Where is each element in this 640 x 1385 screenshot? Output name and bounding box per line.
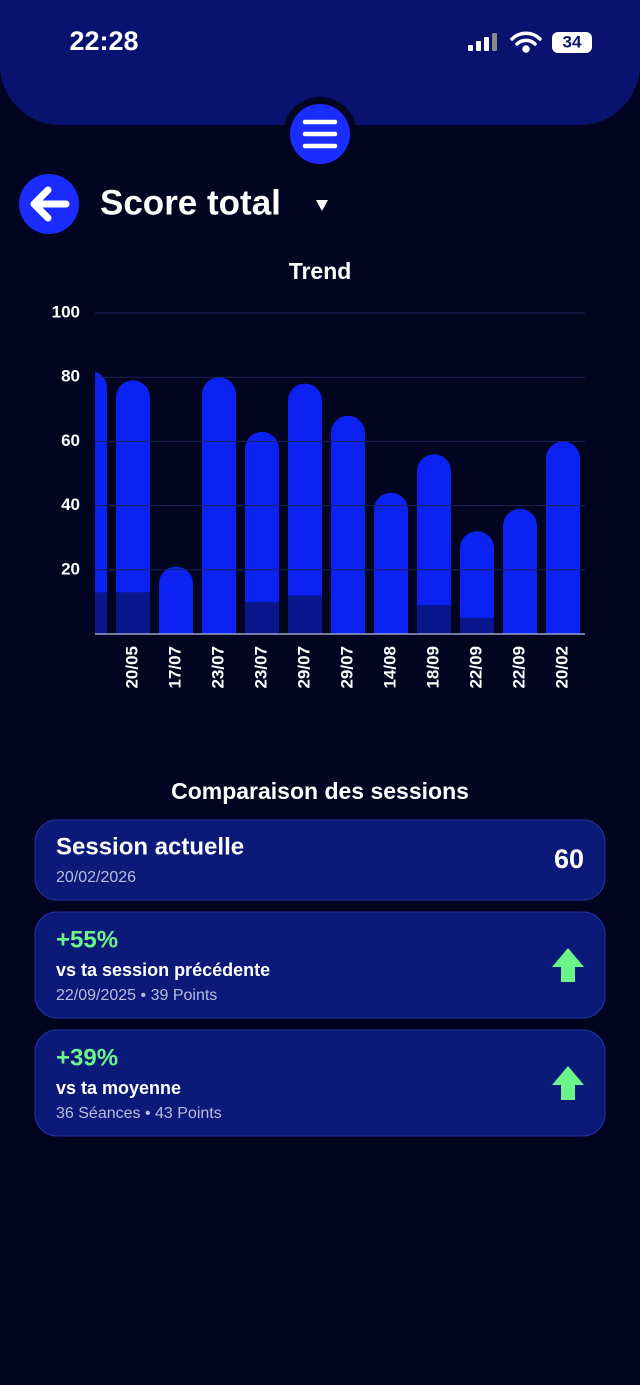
bar xyxy=(331,415,365,634)
menu-icon xyxy=(302,119,338,149)
bar-segment xyxy=(417,605,451,634)
section-title: Comparaison des sessions xyxy=(171,778,469,804)
wifi-icon xyxy=(510,31,542,53)
plot: 20/05 17/07 23/07 23/07 29/07 29/07 14/08 18/09… xyxy=(95,371,580,689)
x-tick-label: 22/09 xyxy=(509,646,528,689)
bar xyxy=(374,492,408,634)
bar xyxy=(116,380,150,634)
comparison-cards: +55% vs ta session précédente 22/09/2025 •… xyxy=(34,911,606,1137)
battery xyxy=(552,32,592,53)
bar-segment xyxy=(460,617,494,634)
bar-segment xyxy=(288,595,322,634)
y-tick-label: 40 xyxy=(61,495,80,514)
page-title[interactable]: Score total xyxy=(100,183,281,222)
x-tick-label: 29/07 xyxy=(337,646,356,689)
bar xyxy=(245,431,279,634)
comparison-details: 22/09/2025 • 39 Points xyxy=(56,987,217,1004)
bar xyxy=(546,441,580,634)
change-percent: +39% xyxy=(56,1044,118,1071)
y-tick-label: 20 xyxy=(61,559,80,578)
up-arrow-icon xyxy=(552,948,584,982)
x-tick-label: 20/02 xyxy=(552,646,571,689)
bar-segment xyxy=(116,592,150,634)
battery-level: 34 xyxy=(563,32,582,51)
top-bar xyxy=(0,0,640,125)
bar xyxy=(417,454,451,634)
bar xyxy=(95,371,107,634)
x-tick-label: 23/07 xyxy=(251,646,270,689)
card-score: 60 xyxy=(554,844,584,874)
bar xyxy=(288,383,322,634)
x-tick-label: 18/09 xyxy=(423,646,442,689)
bar xyxy=(159,566,193,634)
y-tick-label: 60 xyxy=(61,431,80,450)
x-tick-label: 20/05 xyxy=(122,646,141,689)
card-date: 20/02/2026 xyxy=(56,869,136,886)
x-tick-label: 29/07 xyxy=(294,646,313,689)
comparison-label: vs ta session précédente xyxy=(56,960,270,980)
back-icon xyxy=(30,186,70,222)
bar-segment xyxy=(245,601,279,634)
chart-title: Trend xyxy=(289,258,352,284)
dropdown-arrow[interactable] xyxy=(316,200,328,211)
bar-segment xyxy=(95,592,107,634)
change-percent: +55% xyxy=(56,926,118,953)
comparison-label: vs ta moyenne xyxy=(56,1078,181,1098)
x-tick-label: 14/08 xyxy=(380,646,399,689)
up-arrow-icon xyxy=(552,1066,584,1100)
x-tick-label: 17/07 xyxy=(165,646,184,689)
x-tick-label: 23/07 xyxy=(208,646,227,689)
x-tick-label: 22/09 xyxy=(466,646,485,689)
card-title: Session actuelle xyxy=(56,833,244,860)
comparison-card xyxy=(34,1029,606,1137)
comparison-details: 36 Séances • 43 Points xyxy=(56,1105,222,1122)
time: 22:28 xyxy=(69,26,138,56)
y-tick-label: 80 xyxy=(61,367,80,386)
bar xyxy=(460,531,494,634)
signal-icon xyxy=(468,33,497,51)
y-tick-label: 100 xyxy=(52,302,80,321)
current-session-card xyxy=(34,819,606,901)
comparison-card xyxy=(34,911,606,1019)
bar xyxy=(503,508,537,634)
